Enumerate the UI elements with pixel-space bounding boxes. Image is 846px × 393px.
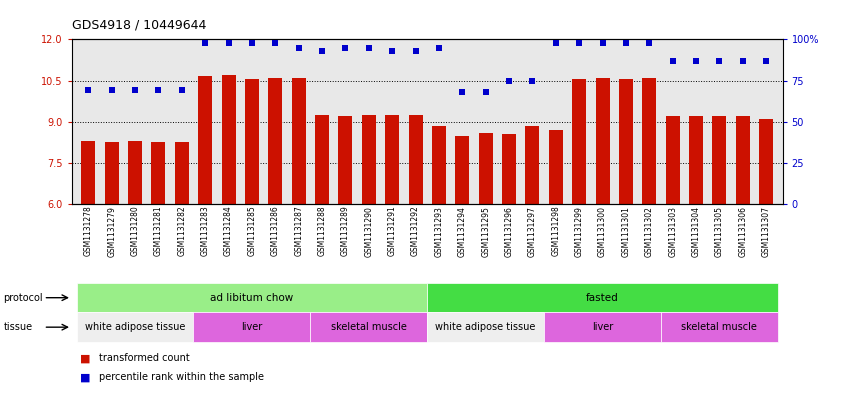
Point <box>479 89 492 95</box>
Bar <box>427 312 544 342</box>
Text: liver: liver <box>241 322 262 332</box>
Point <box>455 89 469 95</box>
Text: tissue: tissue <box>3 322 32 332</box>
Point <box>573 39 586 46</box>
Point <box>643 39 656 46</box>
Bar <box>385 115 399 204</box>
Point <box>596 39 609 46</box>
Text: ad libitum chow: ad libitum chow <box>211 293 294 303</box>
Bar <box>105 142 118 204</box>
Bar <box>479 133 492 204</box>
Bar <box>151 142 166 204</box>
Point <box>151 87 165 94</box>
Text: transformed count: transformed count <box>99 353 190 364</box>
Text: liver: liver <box>592 322 613 332</box>
Text: ■: ■ <box>80 372 91 382</box>
Point <box>292 44 305 51</box>
Bar <box>268 78 283 204</box>
Bar <box>409 115 422 204</box>
Point <box>689 58 703 64</box>
Point <box>81 87 95 94</box>
Point <box>619 39 633 46</box>
Text: white adipose tissue: white adipose tissue <box>436 322 536 332</box>
Point <box>432 44 446 51</box>
Text: white adipose tissue: white adipose tissue <box>85 322 185 332</box>
Bar <box>642 78 656 204</box>
Bar <box>315 115 329 204</box>
Bar <box>544 312 661 342</box>
Text: protocol: protocol <box>3 293 43 303</box>
Bar <box>596 78 610 204</box>
Point <box>503 77 516 84</box>
Point <box>198 39 212 46</box>
Point <box>666 58 679 64</box>
Point <box>245 39 259 46</box>
Bar <box>175 142 189 204</box>
Bar <box>736 116 750 204</box>
Bar <box>427 283 777 312</box>
Bar <box>338 116 353 204</box>
Text: ■: ■ <box>80 353 91 364</box>
Point <box>525 77 539 84</box>
Bar <box>222 75 235 204</box>
Point <box>175 87 189 94</box>
Bar <box>572 79 586 204</box>
Text: skeletal muscle: skeletal muscle <box>331 322 407 332</box>
Point <box>760 58 773 64</box>
Bar <box>244 79 259 204</box>
Point <box>222 39 235 46</box>
Bar <box>194 312 310 342</box>
Point <box>129 87 142 94</box>
Text: percentile rank within the sample: percentile rank within the sample <box>99 372 264 382</box>
Text: GDS4918 / 10449644: GDS4918 / 10449644 <box>72 18 206 31</box>
Bar <box>310 312 427 342</box>
Point <box>386 48 399 54</box>
Bar <box>77 283 427 312</box>
Bar <box>549 130 563 204</box>
Bar <box>81 141 96 204</box>
Bar <box>502 134 516 204</box>
Point <box>549 39 563 46</box>
Bar <box>198 76 212 204</box>
Bar <box>455 136 470 204</box>
Bar <box>362 115 376 204</box>
Point <box>362 44 376 51</box>
Point <box>268 39 282 46</box>
Bar <box>432 126 446 204</box>
Point <box>338 44 352 51</box>
Text: fasted: fasted <box>586 293 619 303</box>
Bar <box>525 126 540 204</box>
Bar <box>712 116 727 204</box>
Text: skeletal muscle: skeletal muscle <box>682 322 757 332</box>
Bar <box>77 312 194 342</box>
Point <box>712 58 726 64</box>
Point <box>316 48 329 54</box>
Bar <box>292 78 305 204</box>
Point <box>409 48 422 54</box>
Bar <box>661 312 777 342</box>
Point <box>105 87 118 94</box>
Bar <box>128 141 142 204</box>
Bar <box>759 119 773 204</box>
Bar <box>666 116 679 204</box>
Point <box>736 58 750 64</box>
Bar <box>689 116 703 204</box>
Bar <box>619 79 633 204</box>
